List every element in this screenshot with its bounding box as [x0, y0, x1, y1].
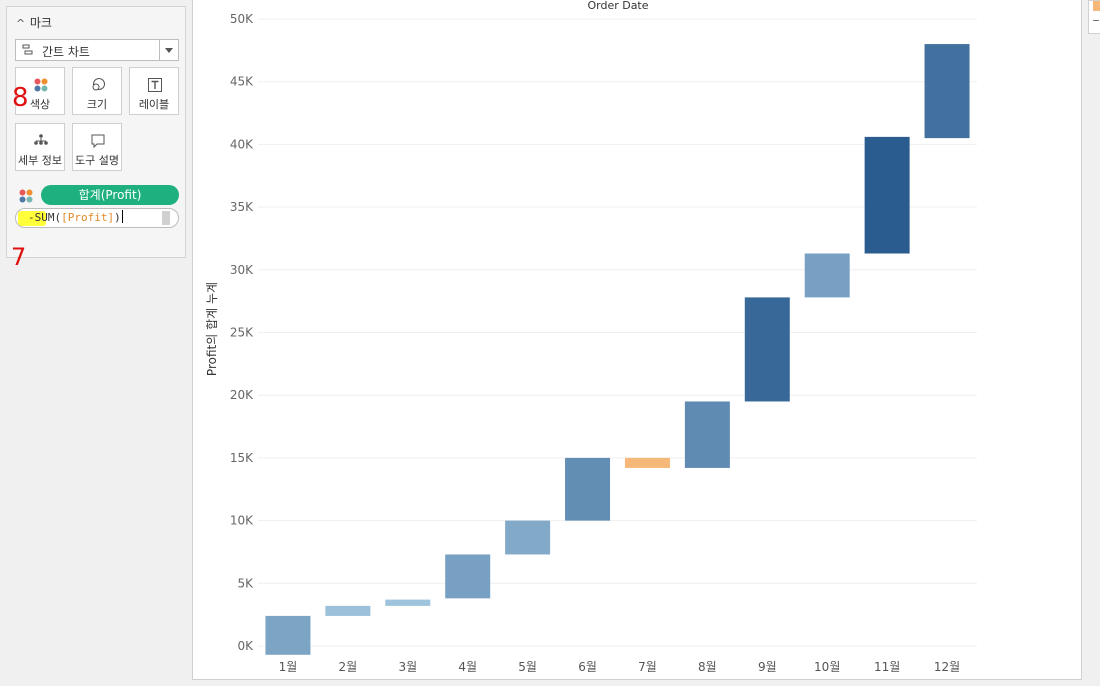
x-tick-label: 2월 [339, 660, 358, 674]
chart-panel: Order Date Profit의 합계 누계 0K 5K 10K 15K 20K 25K 3… [192, 0, 1082, 680]
y-tick-label: 50K [230, 12, 254, 26]
bar-12 [924, 44, 970, 139]
sum-profit-pill[interactable]: 합계(Profit) [41, 185, 179, 205]
y-tick-label: 35K [230, 200, 254, 214]
detail-button-label: 세부 정보 [18, 154, 62, 167]
input-scrollbar[interactable] [162, 211, 170, 225]
x-tick-label: 5월 [518, 660, 537, 674]
color-button[interactable]: 색상 [15, 67, 65, 115]
color-palette-icon [34, 78, 48, 92]
x-tick-label: 9월 [758, 660, 777, 674]
x-tick-label: 11월 [874, 660, 900, 674]
y-tick-label: 20K [230, 388, 254, 402]
bar-2 [325, 605, 371, 616]
x-tick-label: 6월 [578, 660, 597, 674]
calc-suffix: ) [114, 211, 121, 224]
legend-swatch [1093, 1, 1100, 11]
legend-edge [1088, 0, 1100, 34]
bar-6 [565, 457, 611, 521]
y-tick-label: 30K [230, 263, 254, 277]
y-tick-label: 0K [237, 639, 254, 653]
marks-card-title: 마크 [29, 16, 52, 30]
size-button[interactable]: 크기 [72, 67, 122, 115]
waterfall-chart: Order Date Profit의 합계 누계 0K 5K 10K 15K 20K 25K 3… [205, 0, 977, 674]
x-tick-label: 4월 [458, 660, 477, 674]
mark-type-label: 간트 차트 [42, 45, 90, 59]
y-tick-label: 25K [230, 326, 254, 340]
size-button-label: 크기 [86, 98, 108, 111]
chevron-up-icon[interactable]: ^ [16, 17, 26, 30]
text-caret [121, 210, 123, 223]
text-label-icon [148, 78, 162, 92]
x-tick-label: 3월 [398, 660, 417, 674]
annotation-8-text: 8 [12, 83, 29, 112]
y-tick-label: 45K [230, 75, 254, 89]
tooltip-speech-bubble-icon [91, 134, 105, 149]
label-button[interactable]: 레이블 [129, 67, 179, 115]
y-tick-label: 10K [230, 514, 254, 528]
marks-card-header[interactable]: ^ 마크 [16, 14, 52, 31]
annotation-8: 8 [12, 83, 29, 112]
annotation-7-text: 7 [11, 243, 26, 270]
calc-formula-text: -SUM([Profit]) [28, 210, 123, 224]
calc-prefix: -SUM( [28, 211, 62, 224]
bar-9 [744, 297, 790, 402]
x-tick-label: 10월 [814, 660, 840, 674]
mark-type-dropdown[interactable]: 간트 차트 [15, 39, 179, 61]
size-icon [92, 78, 105, 91]
color-button-label: 색상 [29, 98, 51, 111]
tooltip-button-label: 도구 설명 [75, 154, 119, 167]
y-tick-label: 15K [230, 451, 254, 465]
calc-formula-input[interactable]: -SUM([Profit]) [15, 208, 179, 228]
tooltip-button[interactable]: 도구 설명 [72, 123, 122, 171]
y-tick-label: 5K [237, 576, 254, 590]
x-tick-label: 1월 [279, 660, 298, 674]
x-tick-label: 8월 [698, 660, 717, 674]
marks-card: ^ 마크 간트 차트 색상 크기 레이블 [6, 6, 186, 258]
bar-1 [265, 615, 311, 655]
legend-dash [1093, 20, 1099, 21]
bar-10 [804, 253, 850, 298]
bar-11 [864, 136, 910, 254]
detail-dots-icon [34, 134, 48, 145]
chevron-down-icon[interactable] [159, 40, 178, 60]
bar-4 [445, 554, 491, 599]
y-tick-label: 40K [230, 137, 254, 151]
bar-8 [684, 401, 730, 468]
bar-3 [385, 599, 431, 606]
bar-7 [624, 457, 670, 468]
annotation-7: 7 [11, 243, 26, 270]
x-tick-label: 7월 [638, 660, 657, 674]
y-axis-label: Profit의 합계 누계 [205, 282, 219, 376]
calc-field: [Profit] [61, 211, 115, 224]
bar-5 [505, 520, 551, 555]
label-button-label: 레이블 [138, 98, 170, 111]
detail-button[interactable]: 세부 정보 [15, 123, 65, 171]
x-tick-label: 12월 [934, 660, 960, 674]
highlight-mark [18, 211, 46, 226]
color-encoding-icon [19, 189, 33, 203]
chart-title: Order Date [587, 0, 648, 12]
gantt-icon [22, 44, 33, 55]
